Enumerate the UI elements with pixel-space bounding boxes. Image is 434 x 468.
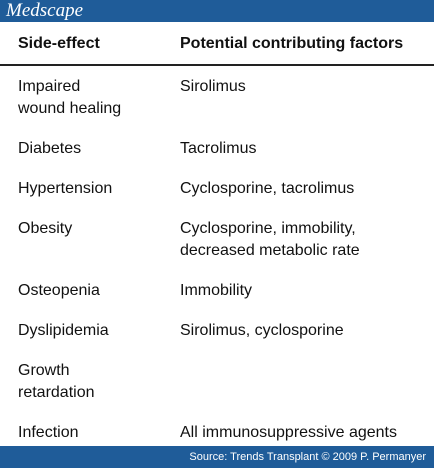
source: Source: Trends Transplant © 2009 P. Perm… [189, 451, 426, 463]
cell-text: Growth [18, 362, 70, 379]
column-header: Side-effect [18, 35, 100, 52]
cell-text: retardation [18, 384, 95, 401]
cell-text: Cyclosporine, immobility, [180, 220, 356, 237]
cell-text: Sirolimus, cyclosporine [180, 322, 344, 339]
cell-text: Diabetes [18, 140, 82, 157]
bottom-bar: Source: Trends Transplant © 2009 P. Perm… [0, 446, 434, 468]
cell-text: Immobility [180, 282, 253, 299]
column-header: Potential contributing factors [180, 35, 404, 52]
cell-text: Tacrolimus [180, 140, 257, 157]
cell-text: Dyslipidemia [18, 322, 109, 339]
top-bar: Medscape [0, 0, 434, 22]
cell-text: Obesity [18, 220, 73, 237]
cell-text: All immunosuppressive agents [180, 424, 397, 441]
cell-text: Sirolimus [180, 78, 246, 95]
logo: Medscape [6, 0, 84, 21]
cell-text: Hypertension [18, 180, 113, 197]
cell-text: Osteopenia [18, 282, 100, 299]
cell-text: decreased metabolic rate [180, 242, 360, 259]
cell-text: Cyclosporine, tacrolimus [180, 180, 355, 197]
cell-text: Infection [18, 424, 79, 441]
cell-text: wound healing [18, 100, 122, 117]
header-rule [0, 64, 434, 66]
cell-text: Impaired [18, 78, 81, 95]
